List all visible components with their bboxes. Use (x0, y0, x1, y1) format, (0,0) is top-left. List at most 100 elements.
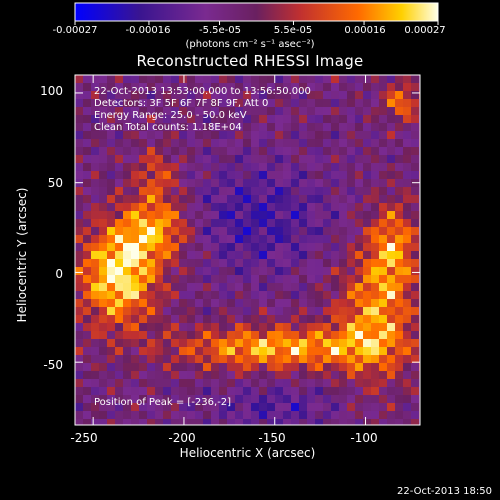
heatmap-cell (339, 331, 347, 339)
heatmap-cell (155, 379, 163, 387)
heatmap-cell (155, 307, 163, 315)
heatmap-cell (315, 163, 323, 171)
heatmap-cell (379, 291, 387, 299)
heatmap-cell (155, 419, 163, 425)
heatmap-cell (275, 115, 283, 123)
heatmap-cell (243, 387, 251, 395)
heatmap-cell (395, 163, 403, 171)
heatmap-cell (163, 299, 171, 307)
heatmap-cell (179, 131, 187, 139)
heatmap-cell (243, 331, 251, 339)
heatmap-cell (363, 91, 371, 99)
heatmap-cell (131, 387, 139, 395)
heatmap-cell (251, 131, 259, 139)
heatmap-cell (227, 195, 235, 203)
timestamp: 22-Oct-2013 18:50 (397, 486, 492, 497)
heatmap-cell (203, 379, 211, 387)
heatmap-cell (155, 283, 163, 291)
heatmap-cell (387, 219, 395, 227)
heatmap-cell (139, 411, 147, 419)
heatmap-cell (275, 107, 283, 115)
heatmap-cell (99, 235, 107, 243)
heatmap-cell (267, 107, 275, 115)
heatmap-cell (179, 307, 187, 315)
heatmap-cell (275, 155, 283, 163)
heatmap-cell (395, 91, 403, 99)
heatmap-cell (315, 395, 323, 403)
heatmap-cell (347, 419, 355, 425)
heatmap-cell (283, 139, 291, 147)
heatmap-cell (91, 99, 99, 107)
heatmap-cell (299, 139, 307, 147)
heatmap-cell (131, 403, 139, 411)
heatmap-cell (347, 139, 355, 147)
annotation-detectors: Detectors: 3F 5F 6F 7F 8F 9F, Att 0 (94, 98, 269, 109)
colorbar-tick-label: -0.00016 (125, 25, 171, 36)
heatmap-cell (259, 243, 267, 251)
heatmap-cell (115, 267, 123, 275)
heatmap-cell (299, 283, 307, 291)
heatmap-cell (403, 147, 411, 155)
heatmap-cell (339, 139, 347, 147)
heatmap-cell (195, 387, 203, 395)
heatmap-cell (283, 147, 291, 155)
heatmap-cell (75, 91, 83, 99)
heatmap-cell (227, 155, 235, 163)
heatmap-cell (115, 75, 123, 83)
heatmap-cell (259, 131, 267, 139)
heatmap-cell (163, 355, 171, 363)
heatmap-cell (347, 347, 355, 355)
heatmap-cell (331, 163, 339, 171)
heatmap-cell (75, 187, 83, 195)
heatmap-cell (291, 163, 299, 171)
heatmap-cell (283, 115, 291, 123)
heatmap-cell (91, 331, 99, 339)
heatmap-cell (411, 219, 419, 227)
heatmap-cell (331, 147, 339, 155)
heatmap-cell (251, 139, 259, 147)
heatmap-cell (163, 171, 171, 179)
heatmap-cell (187, 291, 195, 299)
heatmap-cell (259, 371, 267, 379)
heatmap-cell (259, 275, 267, 283)
heatmap-cell (115, 179, 123, 187)
heatmap-cell (83, 411, 91, 419)
heatmap-cell (147, 123, 155, 131)
heatmap-cell (107, 395, 115, 403)
heatmap-cell (243, 195, 251, 203)
heatmap-cell (395, 147, 403, 155)
heatmap-cell (203, 411, 211, 419)
heatmap-cell (355, 211, 363, 219)
heatmap-cell (267, 267, 275, 275)
heatmap-cell (371, 227, 379, 235)
heatmap-cell (243, 171, 251, 179)
heatmap-cell (347, 411, 355, 419)
heatmap-cell (371, 123, 379, 131)
heatmap-cell (123, 139, 131, 147)
heatmap-cell (283, 275, 291, 283)
heatmap-cell (243, 395, 251, 403)
heatmap-cell (147, 411, 155, 419)
heatmap-cell (179, 171, 187, 179)
heatmap-cell (187, 131, 195, 139)
heatmap-cell (163, 163, 171, 171)
heatmap-cell (195, 259, 203, 267)
heatmap-cell (139, 187, 147, 195)
heatmap-cell (243, 99, 251, 107)
heatmap-cell (123, 91, 131, 99)
heatmap-cell (355, 107, 363, 115)
heatmap-cell (91, 131, 99, 139)
heatmap-cell (395, 315, 403, 323)
heatmap-cell (83, 267, 91, 275)
heatmap-cell (275, 411, 283, 419)
heatmap-cell (347, 211, 355, 219)
heatmap-cell (243, 163, 251, 171)
heatmap-cell (323, 371, 331, 379)
heatmap-cell (411, 403, 419, 411)
heatmap-cell (147, 83, 155, 91)
heatmap-cell (131, 299, 139, 307)
heatmap-cell (307, 107, 315, 115)
heatmap-cell (339, 211, 347, 219)
heatmap-cell (219, 355, 227, 363)
heatmap-cell (123, 155, 131, 163)
